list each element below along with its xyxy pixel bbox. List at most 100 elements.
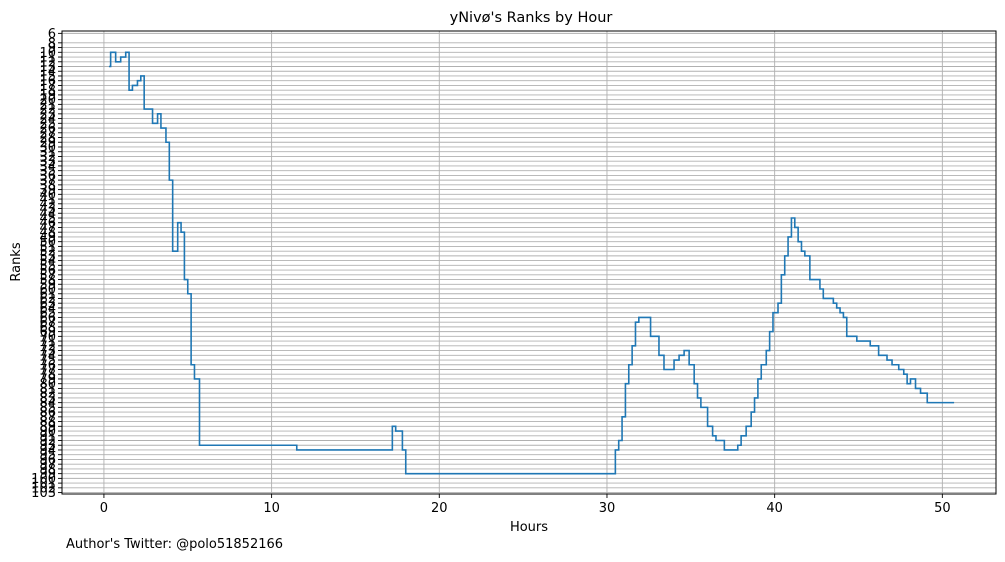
- y-tick-label: 17: [39, 79, 56, 94]
- y-tick-label: 8: [48, 36, 56, 51]
- y-tick-label: 68: [39, 320, 56, 335]
- y-tick-label: 82: [39, 387, 56, 402]
- y-tick-label: 55: [39, 259, 56, 274]
- y-tick-label: 98: [39, 462, 56, 477]
- y-tick-label: 93: [39, 439, 56, 454]
- y-tick-label: 103: [31, 486, 56, 501]
- y-tick-label: 52: [39, 245, 56, 260]
- y-tick-label: 102: [31, 481, 56, 496]
- y-tick-label: 101: [31, 477, 56, 492]
- y-tick-label: 95: [39, 448, 56, 463]
- y-tick-label: 18: [39, 84, 56, 99]
- y-tick-label: 6: [48, 27, 56, 42]
- y-tick-label: 90: [39, 425, 56, 440]
- x-tick-label: 0: [100, 501, 108, 516]
- y-tick-label: 54: [39, 254, 56, 269]
- y-tick-label: 16: [39, 74, 56, 89]
- y-tick-label: 61: [39, 287, 56, 302]
- y-tick-label: 66: [39, 311, 56, 326]
- y-axis-label: Ranks: [9, 242, 24, 281]
- x-tick-label: 40: [766, 501, 783, 516]
- grid: [62, 31, 996, 494]
- y-tick-label: 28: [39, 131, 56, 146]
- x-axis: 0 10 20 30 40 50: [100, 494, 951, 516]
- x-tick-label: 50: [934, 501, 951, 516]
- y-tick-label: 100: [31, 472, 56, 487]
- x-tick-label: 20: [431, 501, 448, 516]
- y-tick-label: 75: [39, 354, 56, 369]
- y-tick-label: 69: [39, 325, 56, 340]
- y-tick-label: 41: [39, 193, 56, 208]
- y-tick-label: 64: [39, 301, 56, 316]
- y-tick-label: 13: [39, 60, 56, 75]
- y-tick-label: 15: [39, 69, 56, 84]
- y-tick-label: 96: [39, 453, 56, 468]
- y-tick-label: 77: [39, 363, 56, 378]
- y-tick-label: 37: [39, 174, 56, 189]
- y-axis: 6891011121314151617181920212223242526272…: [31, 27, 62, 501]
- y-tick-label: 42: [39, 197, 56, 212]
- y-tick-label: 97: [39, 458, 56, 473]
- y-tick-label: 9: [48, 41, 56, 56]
- y-tick-label: 94: [39, 443, 56, 458]
- y-tick-label: 21: [39, 98, 56, 113]
- plot-area: [61, 30, 997, 495]
- y-tick-label: 19: [39, 88, 56, 103]
- y-tick-label: 67: [39, 316, 56, 331]
- y-tick-label: 86: [39, 406, 56, 421]
- y-tick-label: 22: [39, 103, 56, 118]
- y-tick-label: 72: [39, 339, 56, 354]
- y-tick-label: 29: [39, 136, 56, 151]
- y-tick-label: 73: [39, 344, 56, 359]
- y-tick-label: 84: [39, 396, 56, 411]
- y-tick-label: 46: [39, 216, 56, 231]
- y-tick-label: 20: [39, 93, 56, 108]
- x-tick-label: 10: [263, 501, 280, 516]
- y-tick-label: 92: [39, 434, 56, 449]
- y-tick-label: 26: [39, 122, 56, 137]
- y-tick-label: 34: [39, 159, 56, 174]
- y-tick-label: 63: [39, 297, 56, 312]
- y-tick-label: 35: [39, 164, 56, 179]
- y-tick-label: 24: [39, 112, 56, 127]
- y-tick-label: 49: [39, 230, 56, 245]
- y-tick-label: 85: [39, 401, 56, 416]
- series-layer: [108, 51, 955, 475]
- y-tick-label: 10: [39, 46, 56, 61]
- y-tick-label: 91: [39, 429, 56, 444]
- y-tick-label: 39: [39, 183, 56, 198]
- y-tick-label: 65: [39, 306, 56, 321]
- y-tick-label: 44: [39, 207, 56, 222]
- y-tick-label: 33: [39, 155, 56, 170]
- y-tick-label: 25: [39, 117, 56, 132]
- y-tick-label: 59: [39, 278, 56, 293]
- y-tick-label: 83: [39, 391, 56, 406]
- y-tick-label: 38: [39, 178, 56, 193]
- y-tick-label: 48: [39, 226, 56, 241]
- y-tick-label: 87: [39, 410, 56, 425]
- y-tick-label: 57: [39, 268, 56, 283]
- y-tick-label: 78: [39, 368, 56, 383]
- y-tick-label: 88: [39, 415, 56, 430]
- y-tick-label: 89: [39, 420, 56, 435]
- y-tick-label: 53: [39, 249, 56, 264]
- series-line: [108, 51, 955, 475]
- y-tick-label: 11: [39, 51, 56, 66]
- y-tick-label: 50: [39, 235, 56, 250]
- y-tick-label: 74: [39, 349, 56, 364]
- y-tick-label: 62: [39, 292, 56, 307]
- y-tick-label: 40: [39, 188, 56, 203]
- y-tick-label: 70: [39, 330, 56, 345]
- author-credit: Author's Twitter: @polo51852166: [66, 537, 284, 552]
- y-tick-label: 76: [39, 358, 56, 373]
- y-tick-label: 79: [39, 372, 56, 387]
- y-tick-label: 23: [39, 107, 56, 122]
- y-tick-label: 99: [39, 467, 56, 482]
- y-tick-label: 47: [39, 221, 56, 236]
- y-tick-label: 27: [39, 126, 56, 141]
- x-tick-label: 30: [599, 501, 616, 516]
- y-tick-label: 36: [39, 169, 56, 184]
- y-tick-label: 30: [39, 140, 56, 155]
- y-tick-label: 32: [39, 150, 56, 165]
